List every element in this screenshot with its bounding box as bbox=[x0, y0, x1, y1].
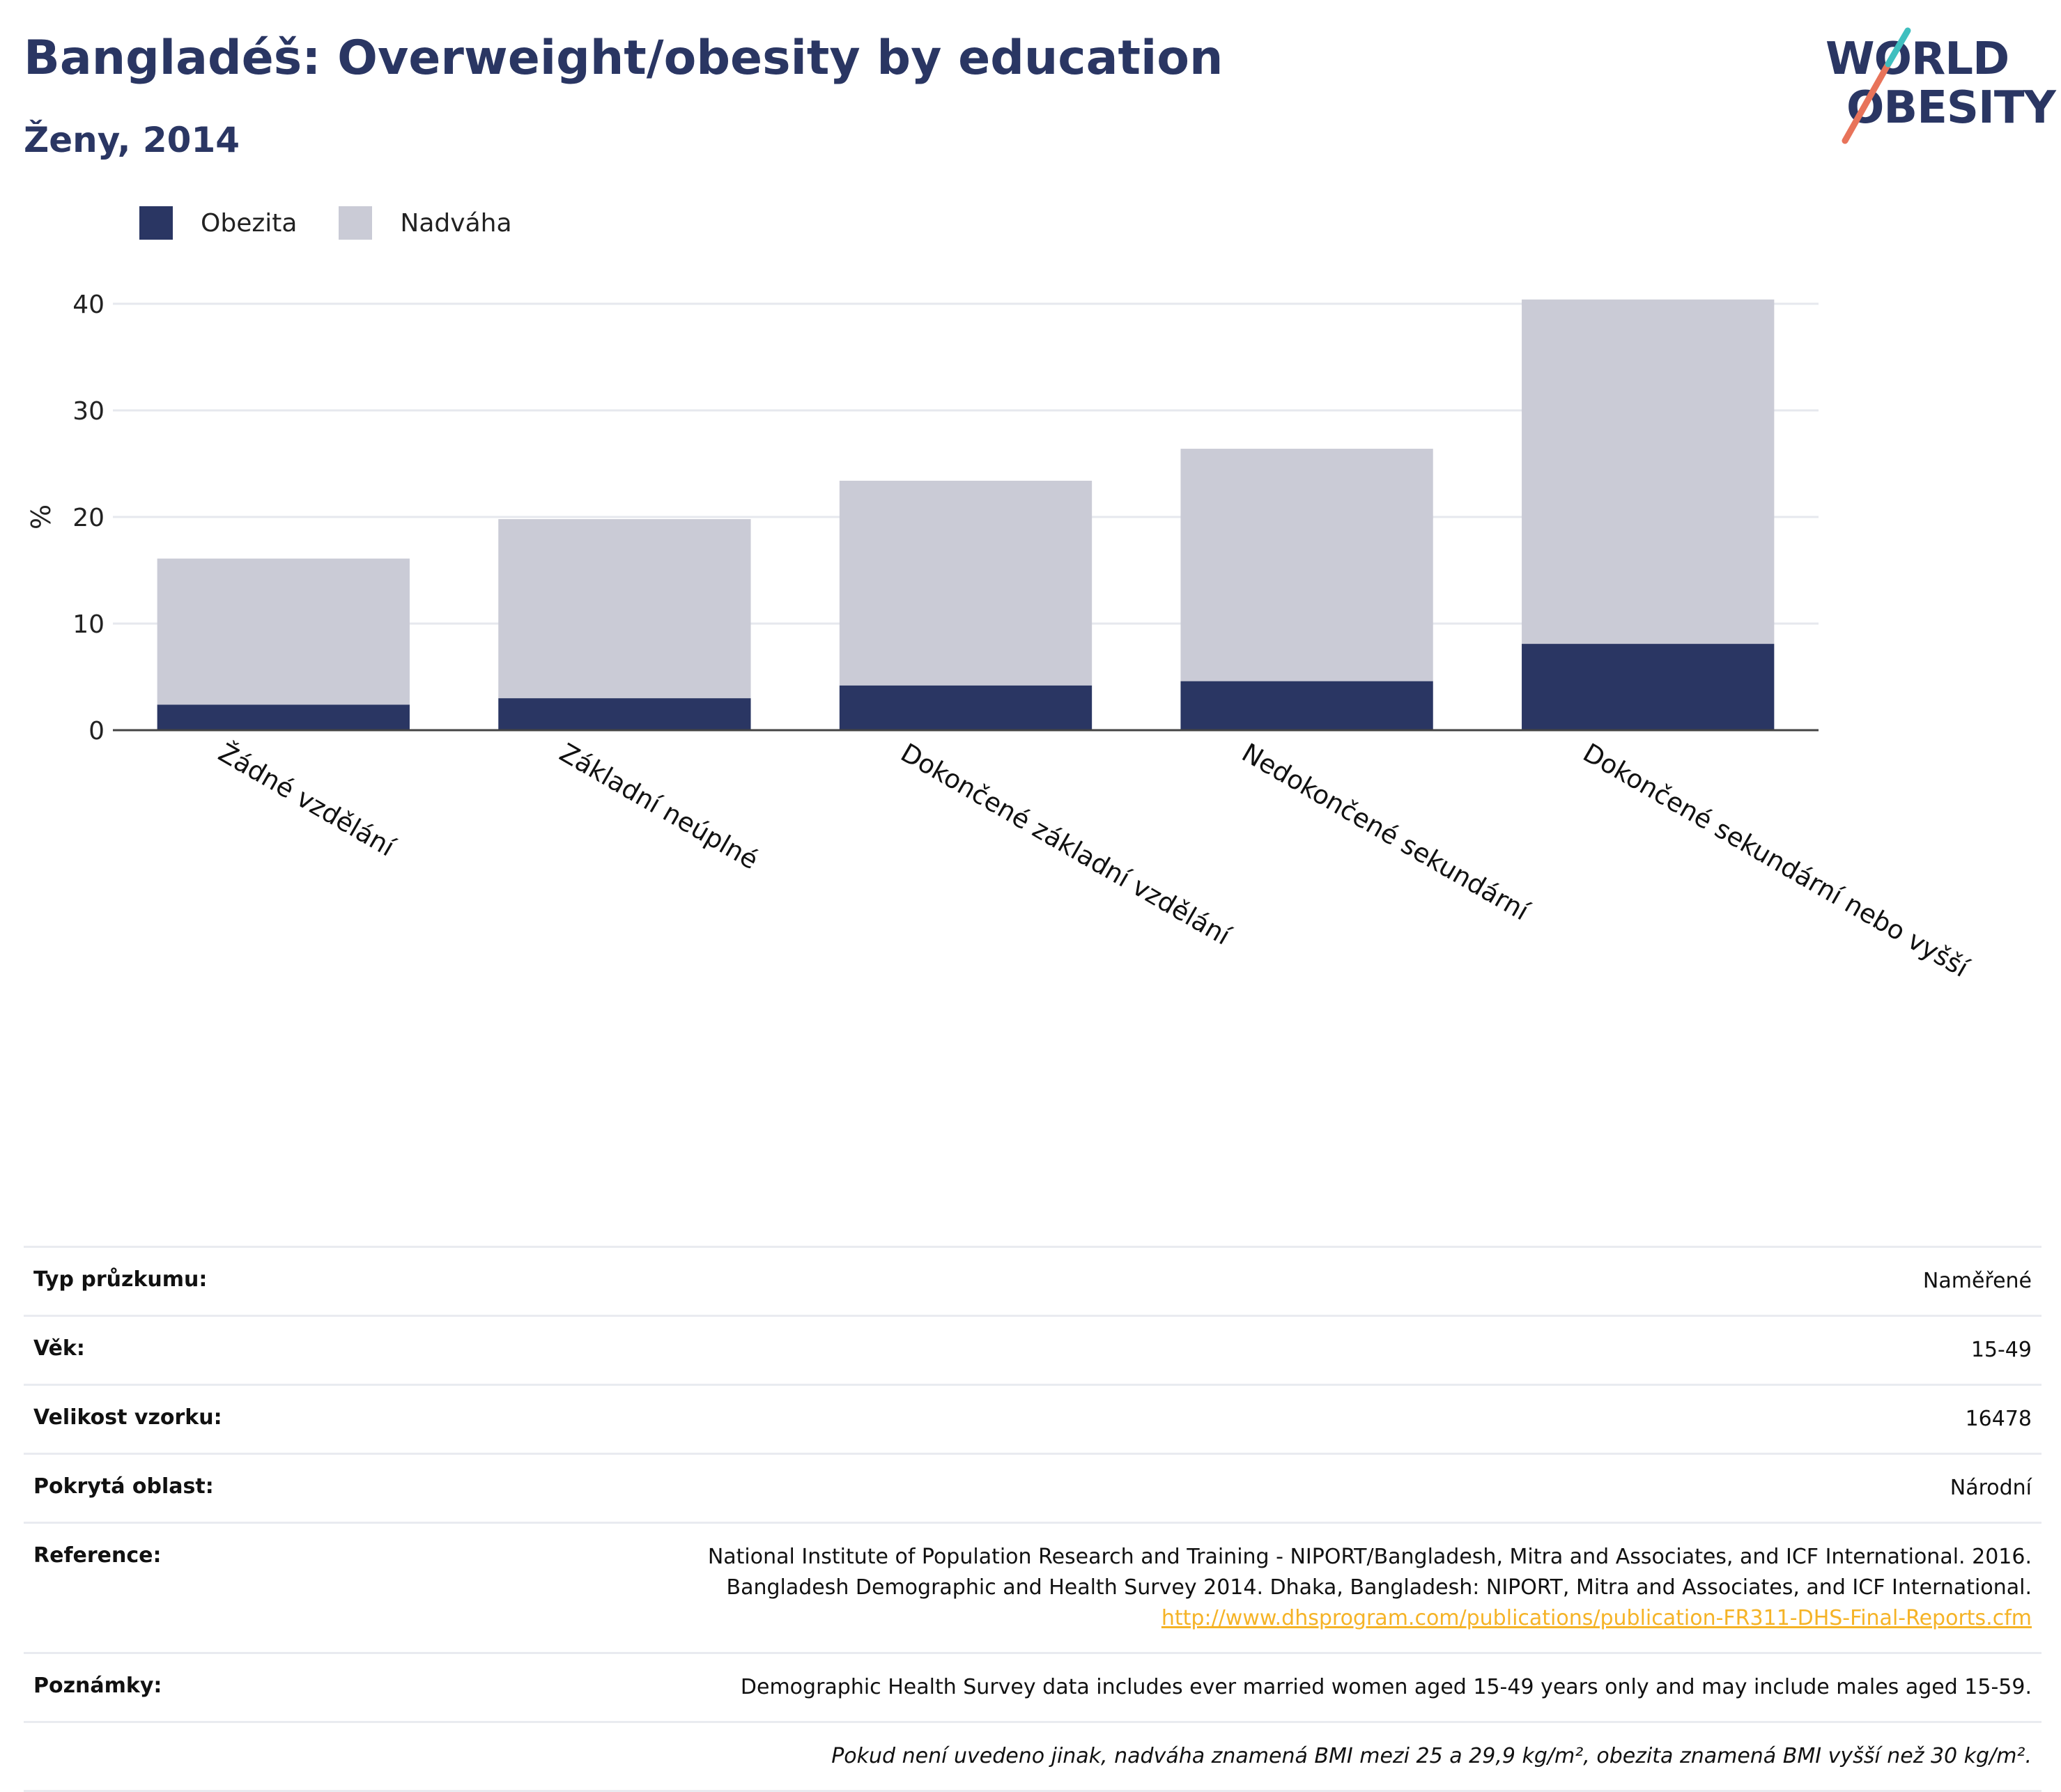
x-tick-label-0: Žádné vzdělání bbox=[213, 737, 401, 863]
logo-line-2: OBESITY bbox=[1846, 82, 2056, 134]
page-title: Bangladéš: Overweight/obesity by educati… bbox=[24, 31, 1224, 86]
x-tick-label-3: Nedokončené sekundární bbox=[1237, 738, 1535, 927]
legend-swatch-nadvaha bbox=[339, 206, 373, 240]
row-sample-size: Velikost vzorku: 16478 bbox=[24, 1384, 2041, 1453]
row-notes: Poznámky: Demographic Health Survey data… bbox=[24, 1652, 2041, 1721]
survey-type-label: Typ průzkumu: bbox=[33, 1267, 208, 1292]
page-subtitle: Ženy, 2014 bbox=[24, 120, 240, 160]
legend-item-obezita: Obezita bbox=[139, 206, 297, 240]
footnote: Pokud není uvedeno jinak, nadváha znamen… bbox=[831, 1744, 2032, 1768]
bar-nadvaha-4 bbox=[1522, 299, 1775, 644]
sample-size-label: Velikost vzorku: bbox=[33, 1405, 222, 1430]
row-coverage: Pokrytá oblast: Národní bbox=[24, 1453, 2041, 1522]
row-footnote: Pokud není uvedeno jinak, nadváha znamen… bbox=[24, 1721, 2041, 1792]
y-tick-label-40: 40 bbox=[72, 291, 105, 319]
notes-label: Poznámky: bbox=[33, 1674, 162, 1698]
reference-line-2: Bangladesh Demographic and Health Survey… bbox=[726, 1575, 2032, 1600]
y-tick-label-0: 0 bbox=[88, 717, 105, 746]
bar-nadvaha-0 bbox=[157, 558, 410, 705]
x-tick-label-2: Dokončené základní vzdělání bbox=[896, 738, 1237, 952]
notes-value: Demographic Health Survey data includes … bbox=[740, 1675, 2032, 1699]
x-tick-label-4: Dokončené sekundární nebo vyšší bbox=[1578, 738, 1975, 984]
coverage-label: Pokrytá oblast: bbox=[33, 1474, 214, 1499]
age-value: 15-49 bbox=[1970, 1338, 2032, 1362]
logo-slash-icon bbox=[1842, 27, 1911, 144]
bar-obezita-2 bbox=[839, 685, 1093, 730]
y-axis-label: % bbox=[26, 504, 56, 530]
survey-info-table: Typ průzkumu: Naměřené Věk: 15-49 Veliko… bbox=[24, 1246, 2041, 1792]
x-tick-label-1: Základní neúplné bbox=[555, 738, 764, 876]
row-reference: Reference: National Institute of Populat… bbox=[24, 1522, 2041, 1652]
row-age: Věk: 15-49 bbox=[24, 1315, 2041, 1384]
bar-chart: 0 10 20 30 40% Žádné vzdělání Základní neúplné… bbox=[26, 291, 1975, 984]
y-tick-label-30: 30 bbox=[72, 397, 105, 426]
age-label: Věk: bbox=[33, 1336, 85, 1361]
bar-obezita-3 bbox=[1180, 681, 1433, 730]
coverage-value: Národní bbox=[1950, 1476, 2032, 1500]
y-tick-label-10: 10 bbox=[72, 610, 105, 639]
world-obesity-logo: WORLD OBESITY bbox=[1812, 21, 2056, 153]
row-survey-type: Typ průzkumu: Naměřené bbox=[24, 1246, 2041, 1315]
bar-obezita-4 bbox=[1522, 644, 1775, 730]
y-tick-label-20: 20 bbox=[72, 504, 105, 532]
reference-value: National Institute of Population Researc… bbox=[698, 1524, 2041, 1652]
bar-obezita-0 bbox=[157, 704, 410, 730]
chart-legend: Obezita Nadváha bbox=[139, 206, 554, 240]
reference-label: Reference: bbox=[33, 1543, 162, 1568]
bar-nadvaha-1 bbox=[498, 519, 751, 699]
reference-line-1: National Institute of Population Researc… bbox=[707, 1545, 2032, 1569]
legend-label-obezita: Obezita bbox=[201, 208, 298, 238]
bar-nadvaha-2 bbox=[839, 480, 1093, 686]
reference-link[interactable]: http://www.dhsprogram.com/publications/p… bbox=[1161, 1606, 2032, 1630]
legend-label-nadvaha: Nadváha bbox=[400, 208, 512, 238]
bar-obezita-1 bbox=[498, 698, 751, 730]
legend-item-nadvaha: Nadváha bbox=[339, 206, 512, 240]
survey-type-value: Naměřené bbox=[1922, 1269, 2032, 1293]
sample-size-value: 16478 bbox=[1965, 1407, 2032, 1431]
logo-line-1: WORLD bbox=[1825, 33, 2009, 85]
bar-nadvaha-3 bbox=[1180, 449, 1433, 681]
legend-swatch-obezita bbox=[139, 206, 173, 240]
